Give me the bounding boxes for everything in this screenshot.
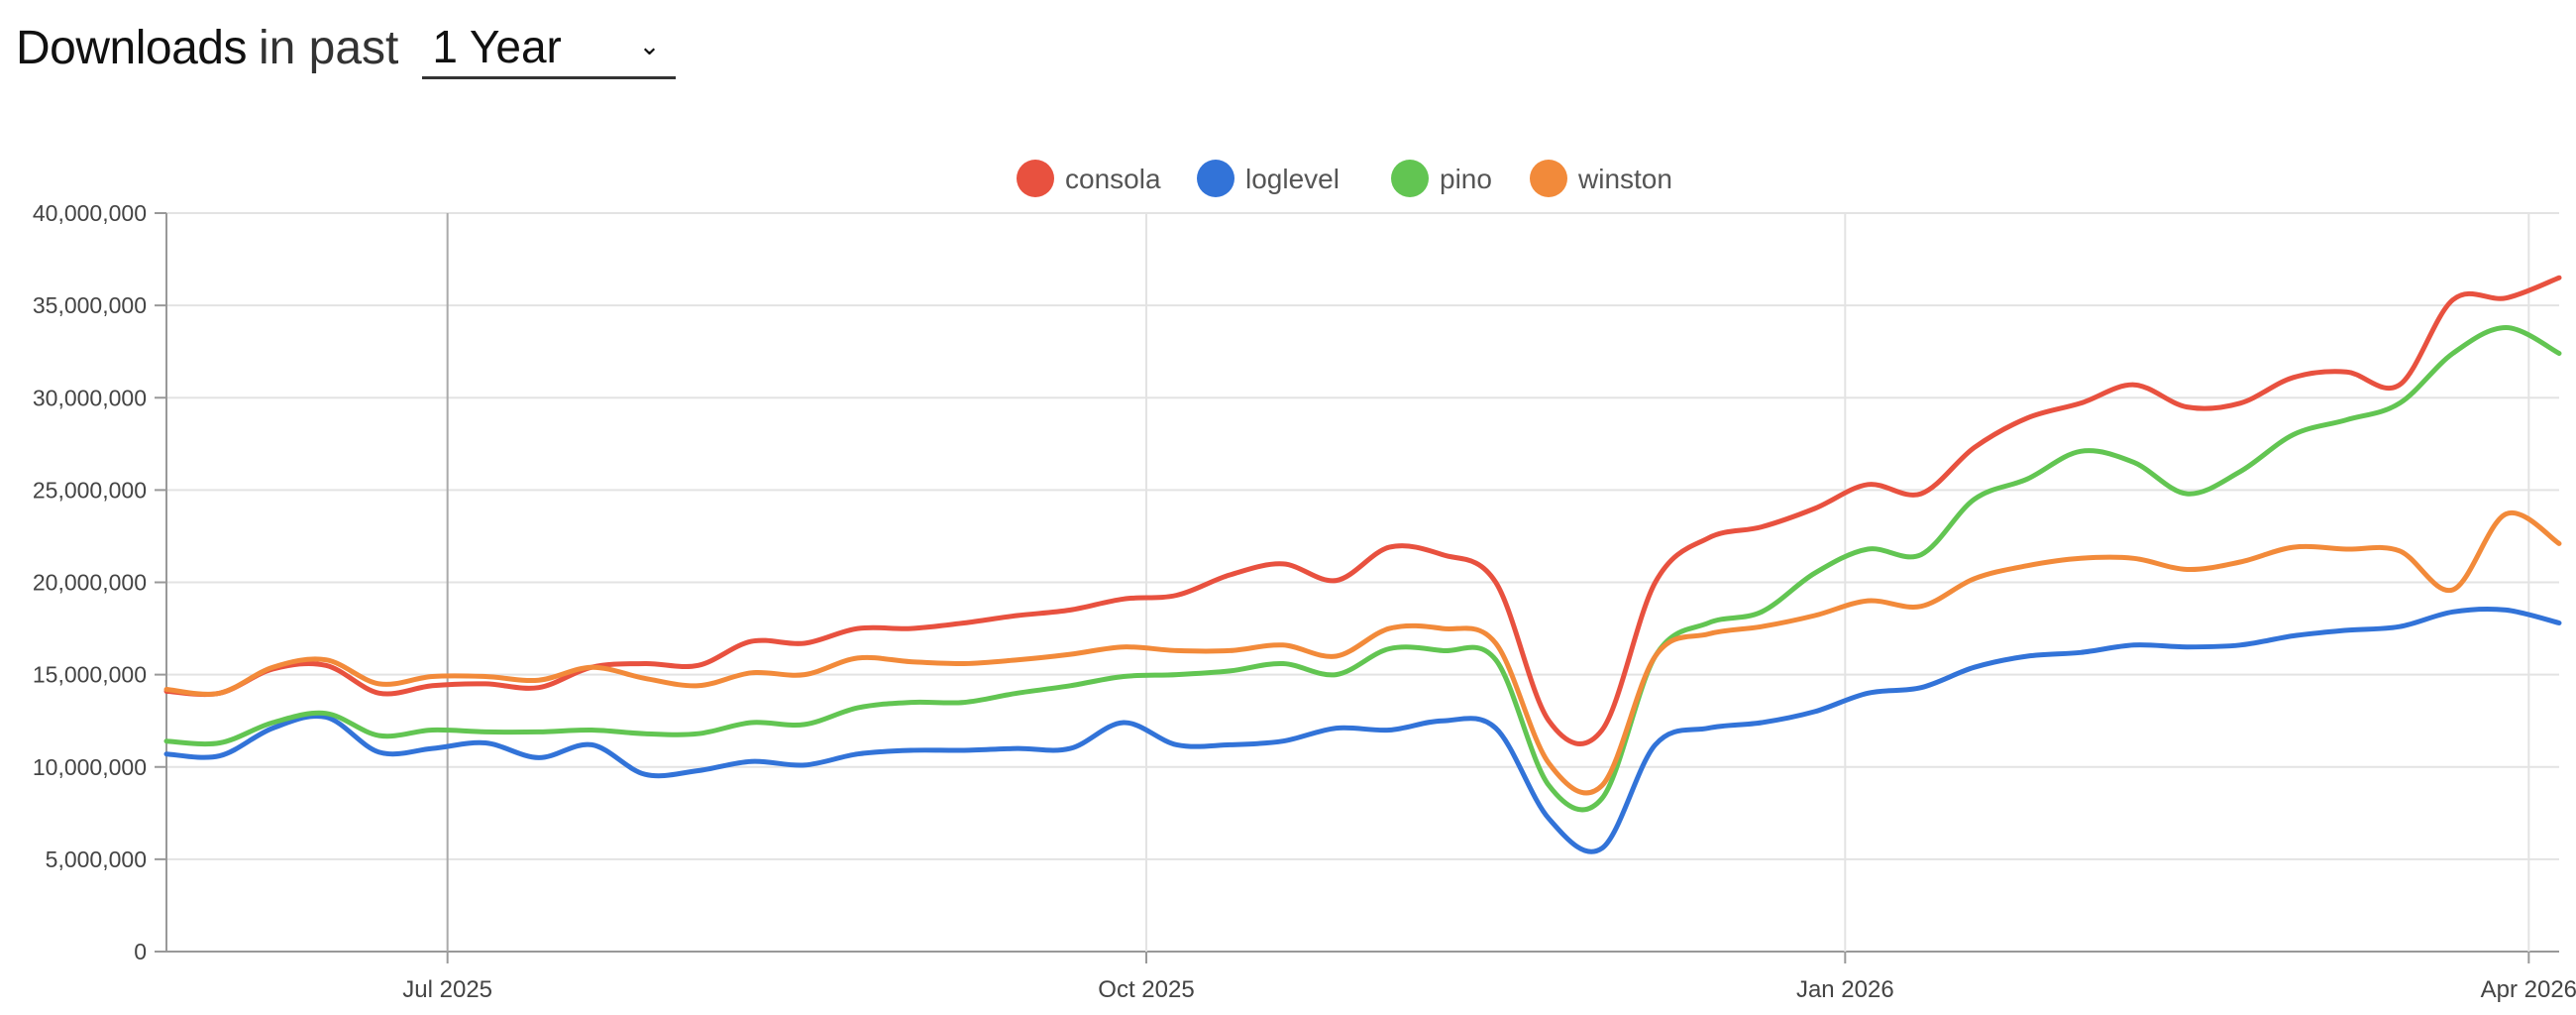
x-tick-label: Jan 2026 bbox=[1796, 976, 1894, 1003]
series-lines bbox=[163, 275, 2562, 854]
y-tick-label: 20,000,000 bbox=[33, 570, 147, 596]
legend-swatch-consola bbox=[1017, 160, 1054, 197]
y-tick-label: 40,000,000 bbox=[33, 200, 147, 226]
chevron-down-icon: ⌄ bbox=[638, 31, 661, 60]
y-tick-label: 5,000,000 bbox=[46, 846, 147, 872]
x-tick-label: Jul 2025 bbox=[402, 976, 492, 1003]
y-tick-label: 30,000,000 bbox=[33, 385, 147, 410]
x-axis: Jul 2025 Oct 2025 Jan 2026 Apr 2026 bbox=[402, 952, 2576, 1003]
series-line-loglevel bbox=[163, 606, 2562, 854]
legend-label-pino[interactable]: pino bbox=[1440, 164, 1492, 194]
grid bbox=[165, 212, 2559, 953]
y-tick-label: 25,000,000 bbox=[33, 477, 147, 503]
y-axis: 0 5,000,000 10,000,000 15,000,000 20,000,000… bbox=[33, 200, 166, 964]
legend-label-loglevel[interactable]: loglevel bbox=[1245, 164, 1340, 194]
x-tick-label: Apr 2026 bbox=[2481, 976, 2576, 1003]
legend: consola loglevel pino winston bbox=[1017, 160, 1672, 197]
series-line-winston bbox=[163, 509, 2562, 796]
series-line-pino bbox=[163, 325, 2562, 813]
title-downloads: Downloads bbox=[16, 21, 247, 74]
title-in-past: in past bbox=[258, 21, 399, 74]
y-tick-label: 10,000,000 bbox=[33, 754, 147, 780]
y-tick-label: 15,000,000 bbox=[33, 662, 147, 688]
chart-header: Downloads in past 1 Year ⌄ bbox=[16, 8, 677, 87]
legend-swatch-pino bbox=[1391, 160, 1429, 197]
y-tick-label: 35,000,000 bbox=[33, 292, 147, 318]
x-tick-label: Oct 2025 bbox=[1098, 976, 1194, 1003]
range-select[interactable]: 1 Year ⌄ bbox=[422, 16, 677, 79]
range-select-value: 1 Year bbox=[432, 20, 562, 72]
legend-label-consola[interactable]: consola bbox=[1065, 164, 1161, 194]
legend-swatch-loglevel bbox=[1197, 160, 1234, 197]
legend-swatch-winston bbox=[1530, 160, 1567, 197]
y-tick-label: 0 bbox=[134, 939, 147, 964]
legend-label-winston[interactable]: winston bbox=[1577, 164, 1672, 194]
